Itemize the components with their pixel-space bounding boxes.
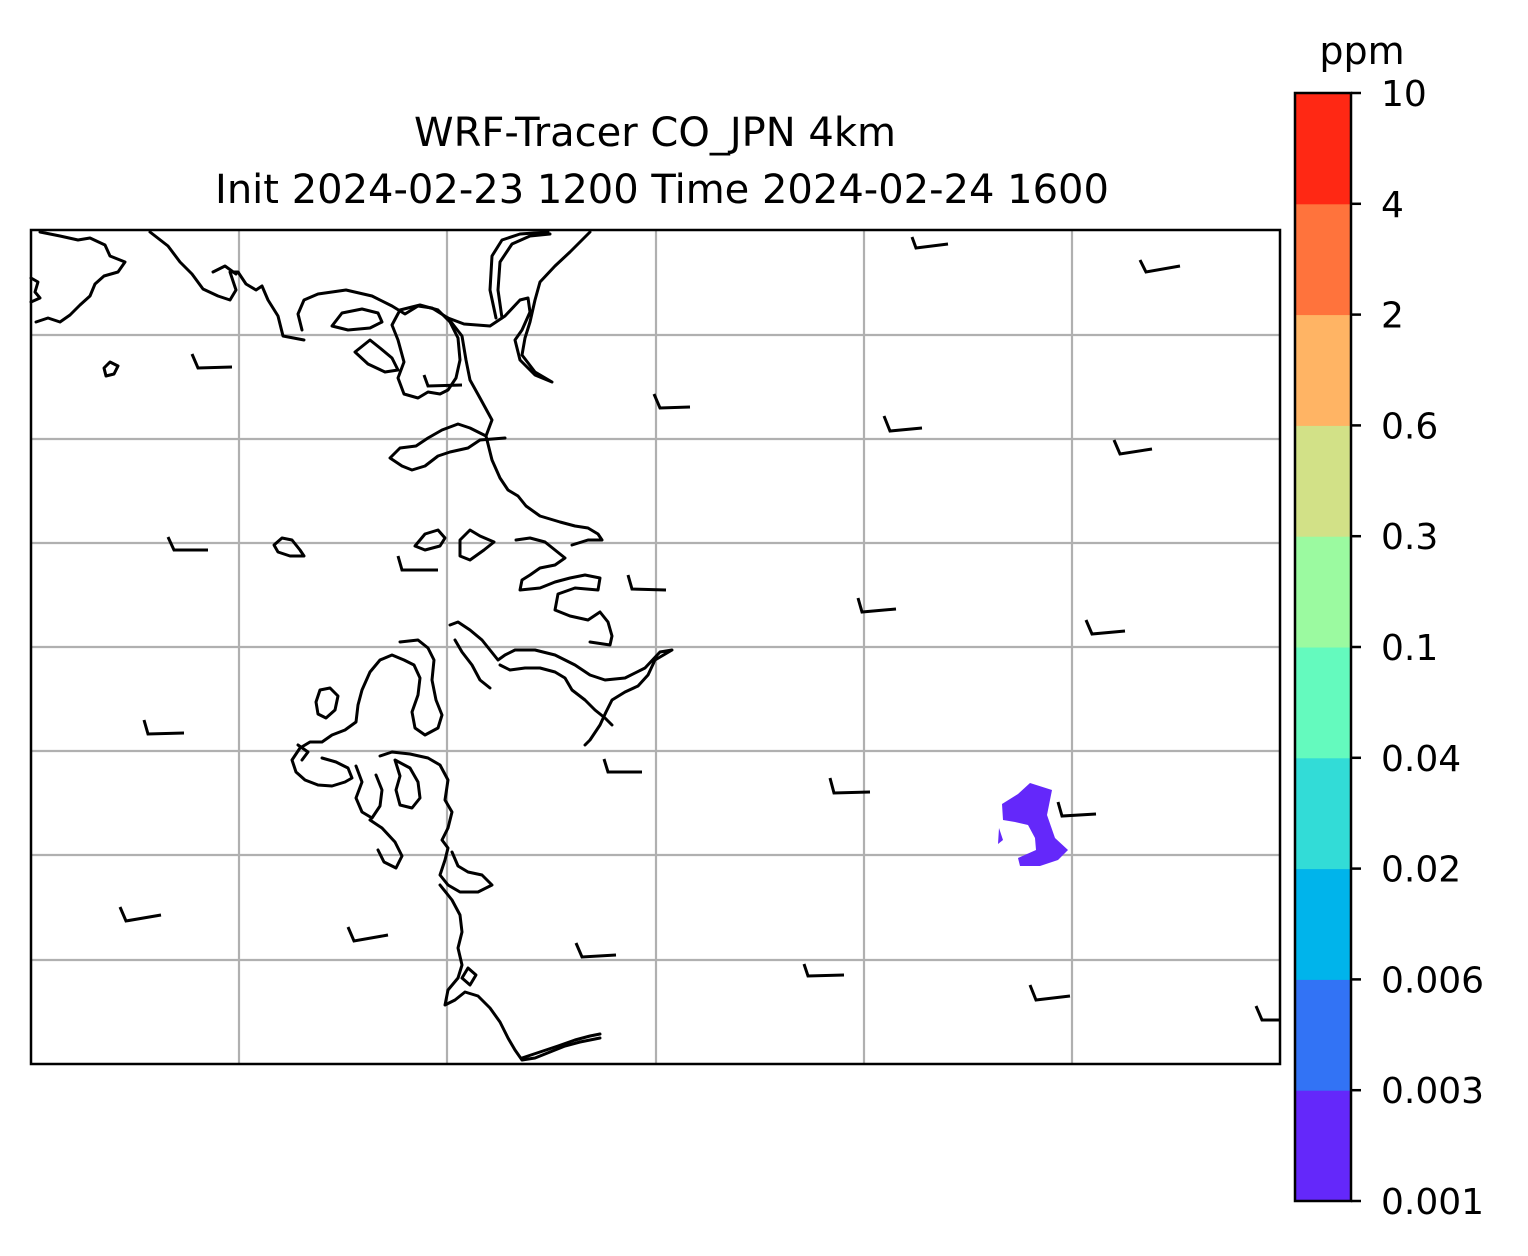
map-panel — [29, 228, 1282, 1066]
wind-barb — [1056, 801, 1097, 818]
co-plume — [998, 783, 1068, 866]
wind-barb — [856, 597, 897, 614]
wind-barb — [574, 942, 617, 959]
wind-barb — [1028, 984, 1071, 1002]
colorbar-tick-label: 0.6 — [1381, 406, 1438, 447]
colorbar-band — [1295, 93, 1351, 205]
map-gridlines — [31, 230, 1280, 1064]
wind-barb — [882, 415, 923, 433]
colorbar: 0.001 0.003 0.006 0.02 0.04 0.1 0.3 0.6 2 4 10 ppm — [1293, 29, 1484, 1223]
colorbar-tick-label: 0.003 — [1381, 1071, 1484, 1112]
colorbar-tick-label: 0.001 — [1381, 1182, 1484, 1223]
colorbar-band — [1295, 979, 1351, 1091]
colorbar-band — [1295, 536, 1351, 648]
colorbar-unit: ppm — [1319, 29, 1404, 73]
wind-barb — [190, 353, 233, 370]
wind-barb — [802, 963, 845, 978]
co-plume-fragment — [998, 828, 1003, 844]
colorbar-band — [1295, 314, 1351, 426]
colorbar-tick-label: 0.02 — [1381, 850, 1461, 891]
colorbar-band — [1295, 203, 1351, 316]
wind-barb — [1254, 1005, 1280, 1022]
colorbar-tick-label: 4 — [1381, 185, 1404, 226]
colorbar-tick-label: 0.1 — [1381, 628, 1438, 669]
map-title-line2: Init 2024-02-23 1200 Time 2024-02-24 160… — [215, 167, 1109, 213]
colorbar-tick-label: 0.3 — [1381, 517, 1438, 558]
colorbar-bands — [1295, 93, 1351, 1202]
colorbar-band — [1295, 1090, 1351, 1202]
colorbar-band — [1295, 757, 1351, 870]
co-plume-main — [1002, 783, 1068, 866]
wind-barb — [166, 536, 208, 552]
colorbar-tick-label: 2 — [1381, 296, 1404, 337]
colorbar-ticks: 0.001 0.003 0.006 0.02 0.04 0.1 0.3 0.6 2 4 10 — [1351, 74, 1484, 1223]
colorbar-tick-label: 10 — [1381, 74, 1427, 115]
map-frame — [29, 228, 1282, 1066]
colorbar-band — [1295, 647, 1351, 759]
wind-barbs — [118, 236, 1280, 1022]
colorbar-band — [1295, 425, 1351, 537]
wind-barb — [652, 393, 691, 410]
colorbar-tick-label: 0.04 — [1381, 739, 1461, 780]
wind-barb — [422, 374, 463, 388]
map-title-line1: WRF-Tracer CO_JPN 4km — [414, 110, 896, 156]
wind-barb — [1112, 439, 1153, 456]
wind-barb — [626, 574, 667, 592]
wind-barb — [1084, 619, 1126, 636]
wind-barb — [602, 758, 642, 774]
wind-barb — [1138, 259, 1181, 274]
wind-barb — [118, 906, 162, 923]
wind-barb — [396, 555, 438, 572]
colorbar-tick-label: 0.006 — [1381, 960, 1484, 1001]
wind-barb — [828, 777, 871, 795]
wind-barb — [346, 926, 389, 943]
wind-barb — [910, 236, 949, 250]
wind-barb — [142, 719, 185, 736]
coastlines — [29, 230, 674, 1062]
colorbar-band — [1295, 868, 1351, 980]
